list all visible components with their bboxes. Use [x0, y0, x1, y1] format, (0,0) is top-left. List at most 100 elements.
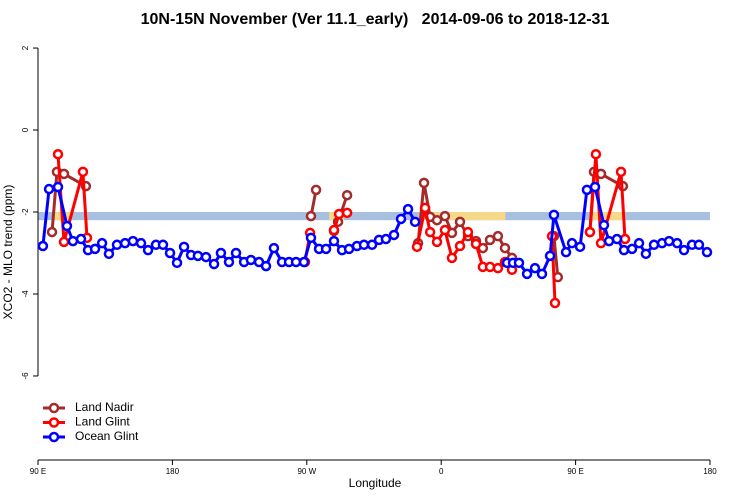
chart-title: 10N-15N November (Ver 11.1_early) 2014-0… — [141, 11, 610, 28]
point — [230, 247, 242, 259]
point — [544, 250, 556, 262]
y-tick-label: -2 — [21, 208, 30, 216]
point — [701, 246, 713, 258]
point — [366, 239, 378, 251]
legend-label: Land Nadir — [75, 400, 134, 414]
point — [89, 243, 101, 255]
point — [470, 238, 482, 250]
point — [268, 242, 280, 254]
point — [52, 148, 64, 160]
point — [513, 257, 525, 269]
point — [462, 226, 474, 238]
point — [58, 168, 70, 180]
point — [598, 219, 610, 231]
x-tick-label: 90 E — [567, 467, 583, 476]
point — [192, 250, 204, 262]
point — [245, 254, 257, 266]
point — [43, 183, 55, 195]
point — [424, 226, 436, 238]
point — [574, 241, 586, 253]
point — [223, 256, 235, 268]
point — [454, 216, 466, 228]
point — [341, 207, 353, 219]
point — [595, 237, 607, 249]
x-tick-label: 180 — [703, 467, 717, 476]
point — [418, 177, 430, 189]
point — [626, 243, 638, 255]
point — [439, 224, 451, 236]
point — [103, 248, 115, 260]
point — [142, 244, 154, 256]
point — [61, 220, 73, 232]
point — [58, 236, 70, 248]
point — [298, 256, 310, 268]
point — [619, 233, 631, 245]
point — [521, 268, 533, 280]
point — [127, 235, 139, 247]
point — [388, 229, 400, 241]
point — [431, 214, 443, 226]
point — [320, 243, 332, 255]
series-line — [56, 152, 627, 304]
point — [358, 239, 370, 251]
point — [648, 239, 660, 251]
point — [431, 236, 443, 248]
point — [215, 247, 227, 259]
point — [536, 268, 548, 280]
point — [135, 237, 147, 249]
point — [178, 241, 190, 253]
point — [409, 216, 421, 228]
x-tick-label: 90 E — [30, 467, 46, 476]
point — [484, 261, 496, 273]
point — [200, 251, 212, 263]
point — [46, 226, 58, 238]
point — [75, 233, 87, 245]
point — [548, 209, 560, 221]
legend-marker — [48, 431, 60, 443]
point — [395, 213, 407, 225]
mask-band — [38, 212, 710, 221]
point — [157, 239, 169, 251]
point — [111, 239, 123, 251]
point — [305, 210, 317, 222]
point — [77, 166, 89, 178]
point — [260, 260, 272, 272]
point — [333, 208, 345, 220]
point — [380, 233, 392, 245]
point — [402, 203, 414, 215]
x-tick-label: 180 — [166, 467, 180, 476]
point — [492, 262, 504, 274]
x-tick-label: 0 — [439, 467, 444, 476]
y-tick-label: 0 — [21, 127, 30, 132]
point — [164, 247, 176, 259]
point — [310, 184, 322, 196]
point — [439, 210, 451, 222]
point — [208, 258, 220, 270]
legend-marker — [48, 417, 60, 428]
point — [529, 262, 541, 274]
x-axis-label: Longitude — [349, 476, 402, 490]
point — [678, 244, 690, 256]
point — [454, 240, 466, 252]
point — [328, 224, 340, 236]
point — [633, 237, 645, 249]
point — [549, 297, 561, 309]
point — [671, 237, 683, 249]
point — [446, 252, 458, 264]
point — [499, 242, 511, 254]
point — [37, 240, 49, 252]
point — [305, 232, 317, 244]
legend-marker — [48, 402, 60, 414]
point — [615, 166, 627, 178]
legend-label: Ocean Glint — [75, 429, 139, 443]
point — [341, 189, 353, 201]
point — [611, 233, 623, 245]
point — [411, 241, 423, 253]
point — [67, 235, 79, 247]
point — [419, 202, 431, 214]
y-axis-label: XCO2 - MLO trend (ppm) — [1, 185, 15, 320]
series-line — [41, 185, 709, 276]
point — [589, 181, 601, 193]
point — [584, 226, 596, 238]
